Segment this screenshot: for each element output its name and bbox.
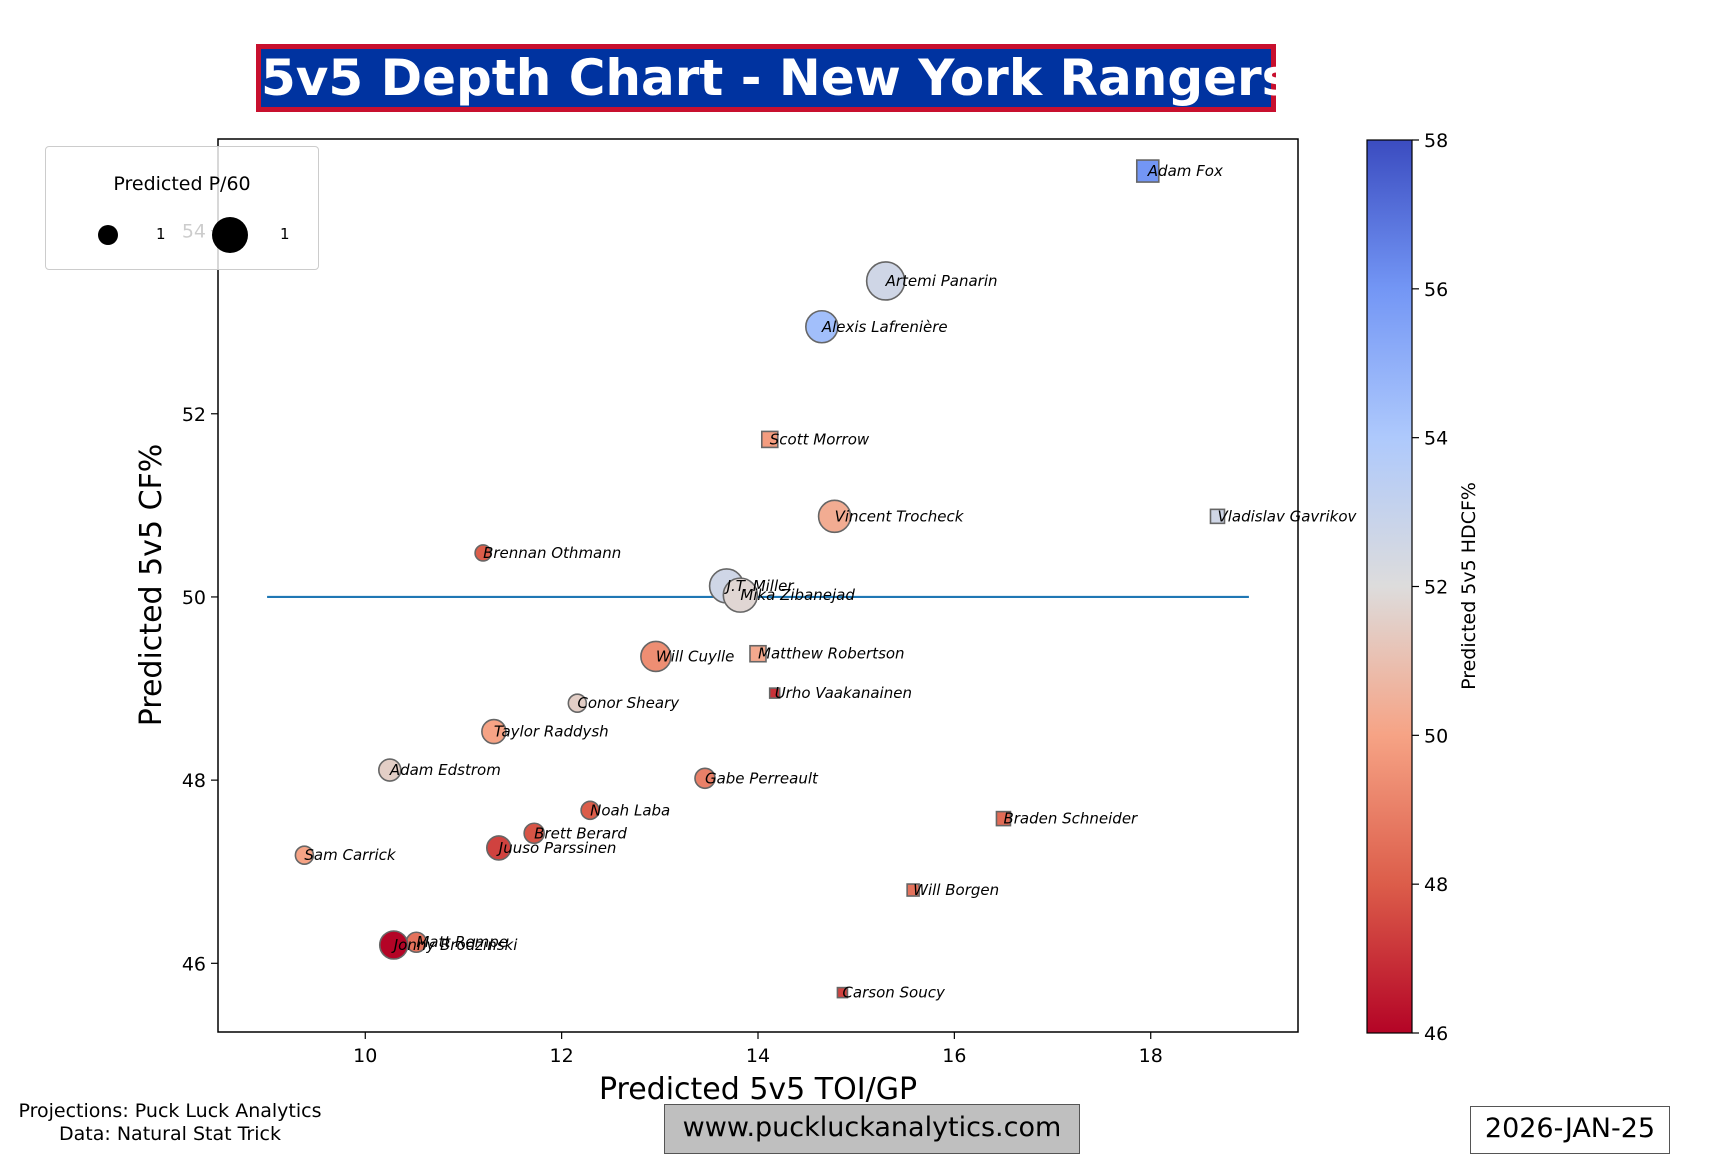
legend-title: Predicted P/60 [113, 173, 251, 195]
point-brett-berard [523, 822, 545, 845]
x-tick-label-16: 16 [942, 1045, 966, 1067]
colorbar-tick-label-54: 54 [1424, 428, 1448, 450]
label-juuso-parssinen: Juuso Parssinen [496, 839, 617, 857]
y-tick-label-50: 50 [182, 587, 206, 609]
point-will-borgen [906, 883, 920, 897]
x-tick-label-12: 12 [550, 1045, 574, 1067]
label-urho-vaakanainen: Urho Vaakanainen [775, 684, 912, 702]
label-taylor-raddysh: Taylor Raddysh [494, 723, 609, 741]
colorbar-tick-label-48: 48 [1424, 874, 1448, 896]
x-tick-label-14: 14 [746, 1045, 770, 1067]
label-matthew-robertson: Matthew Robertson [758, 645, 905, 663]
legend-large-label: 1 [280, 225, 290, 243]
point-adam-edstrom [378, 758, 402, 782]
y-axis-label: Predicted 5v5 CF% [134, 444, 169, 727]
legend-small-marker [98, 225, 118, 245]
point-matthew-robertson [749, 644, 767, 663]
x-tick-label-10: 10 [353, 1045, 377, 1067]
point-gabe-perreault [694, 767, 716, 790]
point-scott-morrow [760, 430, 779, 449]
label-artemi-panarin: Artemi Panarin [885, 272, 998, 290]
label-carson-soucy: Carson Soucy [842, 984, 946, 1002]
point-sam-carrick [294, 845, 315, 866]
colorbar-tick-label-50: 50 [1424, 725, 1448, 747]
x-tick-label-18: 18 [1139, 1045, 1163, 1067]
point-conor-sheary [567, 693, 588, 713]
point-alexis-lafreniere [805, 309, 839, 344]
point-braden-schneider [995, 810, 1012, 827]
colorbar-tick-label-46: 46 [1424, 1023, 1448, 1045]
label-brett-berard: Brett Berard [534, 824, 627, 842]
label-vladislav-gavrikov: Vladislav Gavrikov [1217, 507, 1357, 525]
point-will-cuylle [640, 640, 672, 673]
label-mika-zibanejad: Mika Zibanejad [740, 586, 855, 604]
label-conor-sheary: Conor Sheary [577, 694, 680, 712]
point-carson-soucy [836, 986, 849, 999]
y-tick-label-48: 48 [182, 770, 206, 792]
colorbar-tick-label-58: 58 [1424, 130, 1448, 152]
colorbar-label: Predicted 5v5 HDCF% [1458, 482, 1480, 690]
point-noah-laba [580, 800, 600, 821]
label-braden-schneider: Braden Schneider [1003, 810, 1138, 828]
point-artemi-panarin [865, 261, 906, 301]
colorbar-tick-label-56: 56 [1424, 279, 1448, 301]
point-brennan-othmann [474, 544, 492, 562]
label-sam-carrick: Sam Carrick [304, 846, 397, 864]
website-link[interactable]: www.puckluckanalytics.com [664, 1104, 1080, 1154]
credits-projections: Projections: Puck Luck Analytics [18, 1100, 322, 1122]
legend-small-label: 1 [156, 225, 166, 243]
chart-title: 5v5 Depth Chart - New York Rangers [256, 44, 1291, 112]
point-mika-zibanejad [722, 577, 759, 613]
colorbar [1366, 139, 1413, 1034]
credits-data-source: Data: Natural Stat Trick [59, 1123, 281, 1145]
label-brennan-othmann: Brennan Othmann [483, 544, 621, 562]
legend-large-marker [212, 217, 248, 253]
point-adam-fox [1135, 159, 1160, 183]
colorbar-tick-label-52: 52 [1424, 577, 1448, 599]
label-will-borgen: Will Borgen [913, 881, 999, 899]
point-urho-vaakanainen [768, 687, 781, 699]
y-tick-label-46: 46 [182, 953, 206, 975]
label-noah-laba: Noah Laba [590, 801, 670, 819]
label-adam-edstrom: Adam Edstrom [389, 761, 501, 779]
point-vincent-trocheck [817, 499, 852, 534]
point-taylor-raddysh [481, 718, 507, 745]
label-j-t-miller: J.T. Miller [724, 577, 795, 595]
label-alexis-lafreniere: Alexis Lafrenière [821, 318, 948, 336]
label-jonny-brodzinski: Jonny Brodzinski [391, 936, 518, 954]
point-juuso-parssinen [485, 835, 512, 861]
label-scott-morrow: Scott Morrow [770, 430, 870, 448]
plot-background [218, 139, 1298, 1032]
size-legend: Predicted P/60 1 1 [45, 146, 319, 270]
point-vladislav-gavrikov [1209, 508, 1226, 525]
date-badge: 2026-JAN-25 [1470, 1106, 1670, 1154]
label-matt-rempe: Matt Rempe [416, 933, 508, 951]
x-axis-label: Predicted 5v5 TOI/GP [599, 1072, 917, 1107]
credits: Projections: Puck Luck Analytics Data: N… [10, 1100, 330, 1146]
y-tick-label-52: 52 [182, 404, 206, 426]
label-vincent-trocheck: Vincent Trocheck [835, 507, 965, 525]
label-gabe-perreault: Gabe Perreault [705, 769, 819, 787]
point-jonny-brodzinski [378, 930, 409, 960]
label-will-cuylle: Will Cuylle [656, 647, 735, 665]
label-adam-fox: Adam Fox [1147, 162, 1223, 180]
